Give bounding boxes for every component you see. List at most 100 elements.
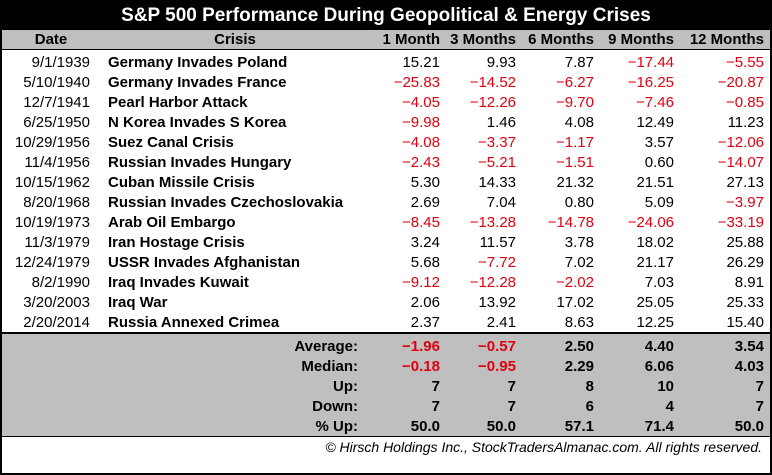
crisis-cell: Russian Invades Czechoslovakia xyxy=(108,193,344,211)
value-cell: −8.45 xyxy=(402,213,440,231)
crisis-cell: Iran Hostage Crisis xyxy=(108,233,245,251)
value-cell: 3.24 xyxy=(410,233,440,251)
value-cell: −0.85 xyxy=(726,93,764,111)
summary-value-cell: 57.1 xyxy=(522,416,600,436)
summary-value-cell: 7 xyxy=(446,376,522,396)
date-cell: 3/20/2003 xyxy=(23,293,90,311)
summary-row: Median: −0.18 −0.95 2.29 6.06 4.03 xyxy=(2,356,770,376)
summary-value-cell: −1.96 xyxy=(370,332,446,356)
column-header-1-month: 1 Month xyxy=(370,30,446,50)
value-cell: −1.51 xyxy=(556,153,594,171)
value-cell: 13.92 xyxy=(478,293,516,311)
summary-value-cell: −0.95 xyxy=(446,356,522,376)
value-cell: 8.63 xyxy=(564,313,594,331)
value-cell: −20.87 xyxy=(717,73,764,91)
value-cell: 7.02 xyxy=(564,253,594,271)
value-cell: −7.46 xyxy=(636,93,674,111)
value-cell: −16.25 xyxy=(627,73,674,91)
column-header-crisis: Crisis xyxy=(100,30,370,50)
summary-value-cell: 4 xyxy=(600,396,680,416)
value-cell: 27.13 xyxy=(726,173,764,191)
date-cell: 9/1/1939 xyxy=(31,53,90,71)
date-cell: 8/20/1968 xyxy=(23,193,90,211)
value-cell: −7.72 xyxy=(478,253,516,271)
date-cell: 6/25/1950 xyxy=(23,113,90,131)
value-cell: 3.78 xyxy=(564,233,594,251)
value-cell: 11.57 xyxy=(479,233,516,251)
value-cell: −4.08 xyxy=(402,133,440,151)
value-cell: 15.21 xyxy=(402,53,440,71)
value-cell: −1.17 xyxy=(556,133,594,151)
summary-value-cell: 10 xyxy=(600,376,680,396)
value-cell: 2.37 xyxy=(410,313,440,331)
copyright-footer: © Hirsch Holdings Inc., StockTradersAlma… xyxy=(2,436,770,458)
table-row: 8/20/1968 Russian Invades Czechoslovakia 2… xyxy=(2,192,770,212)
value-cell: 11.23 xyxy=(727,113,764,131)
value-cell: −9.70 xyxy=(556,93,594,111)
crisis-cell: Russia Annexed Crimea xyxy=(108,313,280,331)
value-cell: −14.78 xyxy=(547,213,594,231)
summary-row: Average: −1.96 −0.57 2.50 4.40 3.54 xyxy=(2,332,770,356)
header-row: Date Crisis 1 Month 3 Months 6 Months 9 Month… xyxy=(2,30,770,50)
value-cell: 7.04 xyxy=(486,193,516,211)
value-cell: 25.33 xyxy=(726,293,764,311)
value-cell: −12.26 xyxy=(469,93,516,111)
date-cell: 5/10/1940 xyxy=(23,73,90,91)
table-title: S&P 500 Performance During Geopolitical … xyxy=(2,2,770,30)
crisis-cell: Germany Invades Poland xyxy=(108,53,288,71)
value-cell: −5.55 xyxy=(726,53,764,71)
value-cell: 7.03 xyxy=(644,273,674,291)
value-cell: −14.52 xyxy=(469,73,516,91)
summary-value-cell: 50.0 xyxy=(680,416,770,436)
value-cell: 0.60 xyxy=(644,153,674,171)
value-cell: −9.98 xyxy=(402,113,440,131)
crisis-cell: Pearl Harbor Attack xyxy=(108,93,248,111)
summary-value-cell: −0.18 xyxy=(370,356,446,376)
summary-label: Down: xyxy=(2,396,370,416)
crisis-table: Date Crisis 1 Month 3 Months 6 Months 9 Month… xyxy=(2,30,770,436)
crisis-cell: Iraq Invades Kuwait xyxy=(108,273,249,291)
summary-value-cell: 7 xyxy=(446,396,522,416)
value-cell: −25.83 xyxy=(393,73,440,91)
summary-value-cell: 2.50 xyxy=(522,332,600,356)
summary-value-cell: 4.40 xyxy=(600,332,680,356)
value-cell: −12.06 xyxy=(717,133,764,151)
crisis-cell: Germany Invades France xyxy=(108,73,287,91)
table-header: Date Crisis 1 Month 3 Months 6 Months 9 Month… xyxy=(2,30,770,50)
table-row: 11/3/1979 Iran Hostage Crisis 3.24 11.57 3.7… xyxy=(2,232,770,252)
value-cell: −2.43 xyxy=(402,153,440,171)
crisis-cell: Cuban Missile Crisis xyxy=(108,173,255,191)
summary-value-cell: 7 xyxy=(370,376,446,396)
summary-rows: Average: −1.96 −0.57 2.50 4.40 3.54 Median: −0.… xyxy=(2,332,770,436)
column-header-12-months: 12 Months xyxy=(680,30,770,50)
value-cell: −33.19 xyxy=(717,213,764,231)
data-rows: 9/1/1939 Germany Invades Poland 15.21 9.93 7… xyxy=(2,50,770,334)
value-cell: −9.12 xyxy=(402,273,440,291)
value-cell: 2.41 xyxy=(486,313,516,331)
value-cell: 2.06 xyxy=(410,293,440,311)
crisis-cell: USSR Invades Afghanistan xyxy=(108,253,300,271)
summary-value-cell: 2.29 xyxy=(522,356,600,376)
summary-value-cell: 7 xyxy=(370,396,446,416)
summary-value-cell: 7 xyxy=(680,376,770,396)
table-row: 12/24/1979 USSR Invades Afghanistan 5.68 −7… xyxy=(2,252,770,272)
table-row: 10/19/1973 Arab Oil Embargo −8.45 −13.28 −14… xyxy=(2,212,770,232)
table-row: 10/29/1956 Suez Canal Crisis −4.08 −3.37 −1.… xyxy=(2,132,770,152)
value-cell: −13.28 xyxy=(469,213,516,231)
value-cell: −3.97 xyxy=(726,193,764,211)
summary-value-cell: 71.4 xyxy=(600,416,680,436)
summary-row: % Up: 50.0 50.0 57.1 71.4 50.0 xyxy=(2,416,770,436)
summary-value-cell: 6 xyxy=(522,396,600,416)
date-cell: 10/15/1962 xyxy=(14,173,90,191)
value-cell: 21.17 xyxy=(636,253,674,271)
value-cell: 14.33 xyxy=(478,173,516,191)
column-header-6-months: 6 Months xyxy=(522,30,600,50)
summary-value-cell: 50.0 xyxy=(446,416,522,436)
summary-value-cell: 3.54 xyxy=(680,332,770,356)
crisis-cell: Suez Canal Crisis xyxy=(108,133,234,151)
value-cell: 9.93 xyxy=(486,53,516,71)
value-cell: −3.37 xyxy=(478,133,516,151)
summary-row: Up: 7 7 8 10 7 xyxy=(2,376,770,396)
table-row: 11/4/1956 Russian Invades Hungary −2.43 −5.… xyxy=(2,152,770,172)
